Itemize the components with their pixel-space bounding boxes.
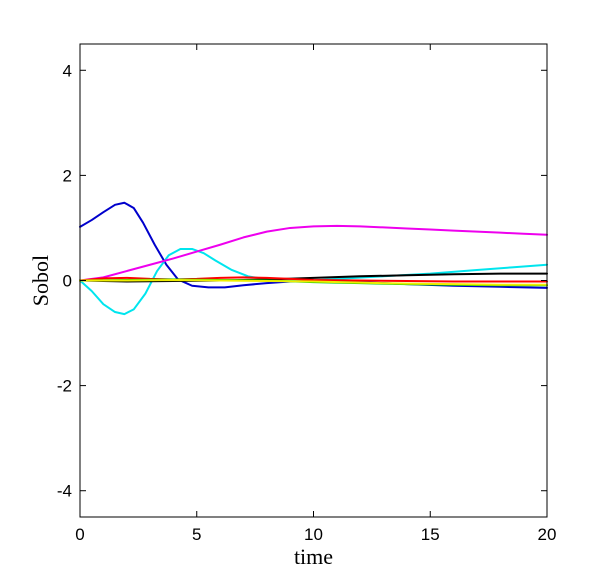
series-line-3 (79, 224, 548, 282)
series-line-5 (79, 276, 548, 283)
x-tick-label: 15 (421, 525, 440, 544)
y-tick-label: -2 (57, 377, 72, 396)
y-tick-label: -4 (57, 482, 72, 501)
x-tick-label: 5 (192, 525, 201, 544)
series-layer (79, 201, 548, 316)
x-tick-label: 10 (304, 525, 323, 544)
x-axis-label: time (294, 544, 333, 569)
y-tick-label: 4 (63, 61, 72, 80)
plot-frame (79, 43, 548, 518)
y-tick-label: 2 (63, 166, 72, 185)
x-tick-label: 0 (75, 525, 84, 544)
y-tick-label: 0 (63, 272, 72, 291)
series-line-7 (79, 278, 548, 286)
x-tick-label: 20 (538, 525, 557, 544)
y-axis-label: Sobol (28, 255, 53, 306)
series-line-4 (79, 272, 548, 283)
